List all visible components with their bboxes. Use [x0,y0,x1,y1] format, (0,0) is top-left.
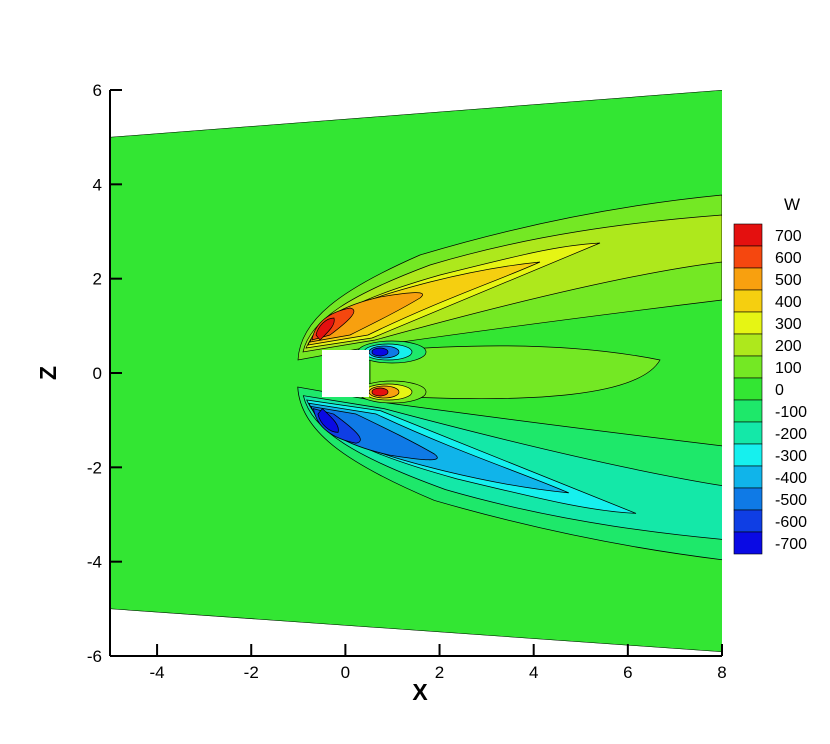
y-tick-label: 6 [93,81,102,100]
x-tick-label: 8 [717,663,726,682]
colorbar-label: 100 [775,360,802,377]
colorbar-label: -700 [775,536,807,553]
colorbar-label: -100 [775,404,807,421]
colorbar-swatch [733,245,763,269]
body-square [322,350,369,397]
x-tick-label: 4 [529,663,538,682]
colorbar-label: 400 [775,294,802,311]
colorbar-label: 700 [775,228,802,245]
colorbar-swatch [733,289,763,313]
contour-band [317,408,339,433]
colorbar-swatch [733,509,763,533]
colorbar-label: -300 [775,448,807,465]
x-tick-label: -4 [150,663,165,682]
colorbar-label: 300 [775,316,802,333]
y-tick-label: -6 [87,647,102,666]
colorbar-label: 600 [775,250,802,267]
y-tick-label: -4 [87,553,102,572]
colorbar-swatch [733,531,763,555]
colorbar-label: -200 [775,426,807,443]
colorbar-swatch [733,465,763,489]
y-tick-label: 2 [93,270,102,289]
colorbar-swatch [733,355,763,379]
colorbar-label: 200 [775,338,802,355]
colorbar-swatch [733,333,763,357]
contour-field [110,90,722,652]
x-tick-label: 6 [623,663,632,682]
x-axis-title: X [412,679,428,705]
x-tick-label: -2 [244,663,259,682]
axes: -6 -4 -2 0 2 4 6 -4 -2 0 2 4 6 8 [87,81,727,682]
colorbar-swatch [733,377,763,401]
colorbar-swatch [733,223,763,247]
y-tick-label: 4 [93,175,102,194]
contour-band [371,387,389,397]
colorbar-label: -500 [775,492,807,509]
colorbar-label: 0 [775,382,784,399]
colorbar-swatch [733,421,763,445]
colorbar-swatch [733,399,763,423]
y-tick-label: 0 [93,364,102,383]
contour-band [371,347,389,357]
colorbar-swatch [733,487,763,511]
x-tick-label: 0 [341,663,350,682]
colorbar-label: -600 [775,514,807,531]
colorbar-label: -400 [775,470,807,487]
y-tick-label: -2 [87,458,102,477]
contour-band [369,345,661,399]
contour-band [315,317,335,341]
y-axis-title: Z [35,366,61,380]
colorbar-swatch [733,443,763,467]
x-tick-label: 2 [435,663,444,682]
colorbar-swatch [733,267,763,291]
colorbar-label: 500 [775,272,802,289]
colorbar-swatch [733,311,763,335]
colorbar-title: W [784,195,800,214]
